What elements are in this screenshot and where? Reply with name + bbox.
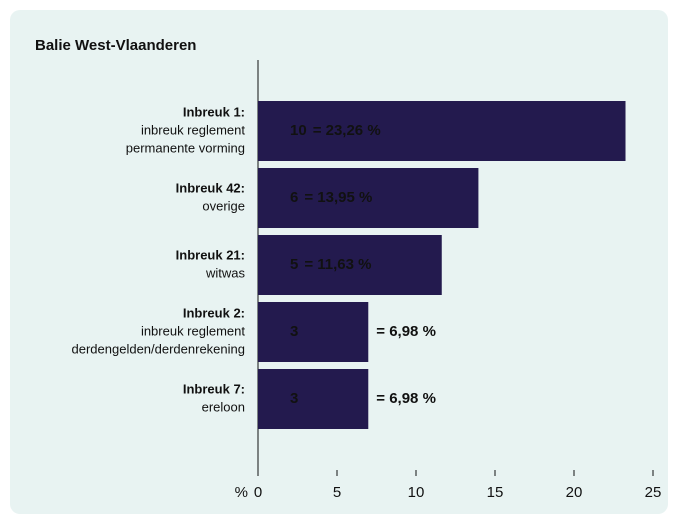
value-label: = 23,26 % <box>313 122 381 139</box>
category-label: Inbreuk 42: <box>176 180 245 195</box>
count-label: 10 <box>290 122 307 139</box>
chart-title: Balie West-Vlaanderen <box>35 37 196 54</box>
count-label: 3 <box>290 323 298 340</box>
x-tick-label: 5 <box>333 484 341 501</box>
category-description: inbreuk reglement <box>141 122 245 137</box>
bar <box>258 101 626 161</box>
x-tick-label: 25 <box>645 484 662 501</box>
count-label: 6 <box>290 189 298 206</box>
bar <box>258 302 369 362</box>
value-label: = 11,63 % <box>304 256 371 273</box>
x-tick-label: 10 <box>408 484 425 501</box>
bar <box>258 369 369 429</box>
x-tick-label: 20 <box>566 484 583 501</box>
category-description: overige <box>202 198 245 213</box>
x-tick-label: 15 <box>487 484 504 501</box>
category-description: witwas <box>205 265 246 280</box>
bar <box>258 235 442 295</box>
count-label: 5 <box>290 256 298 273</box>
category-description: ereloon <box>202 399 245 414</box>
category-description: inbreuk reglement <box>141 323 245 338</box>
bar <box>258 168 479 228</box>
value-label: = 13,95 % <box>304 189 372 206</box>
x-tick-label: 0 <box>254 484 262 501</box>
category-label: Inbreuk 2: <box>183 305 245 320</box>
value-label: = 6,98 % <box>376 323 436 340</box>
category-label: Inbreuk 21: <box>176 247 245 262</box>
x-axis-label: % <box>235 484 248 501</box>
category-label: Inbreuk 7: <box>183 381 245 396</box>
count-label: 3 <box>290 390 298 407</box>
category-label: Inbreuk 1: <box>183 104 245 119</box>
category-description: permanente vorming <box>126 140 245 155</box>
value-label: = 6,98 % <box>376 390 436 407</box>
category-description: derdengelden/derdenrekening <box>72 341 245 356</box>
